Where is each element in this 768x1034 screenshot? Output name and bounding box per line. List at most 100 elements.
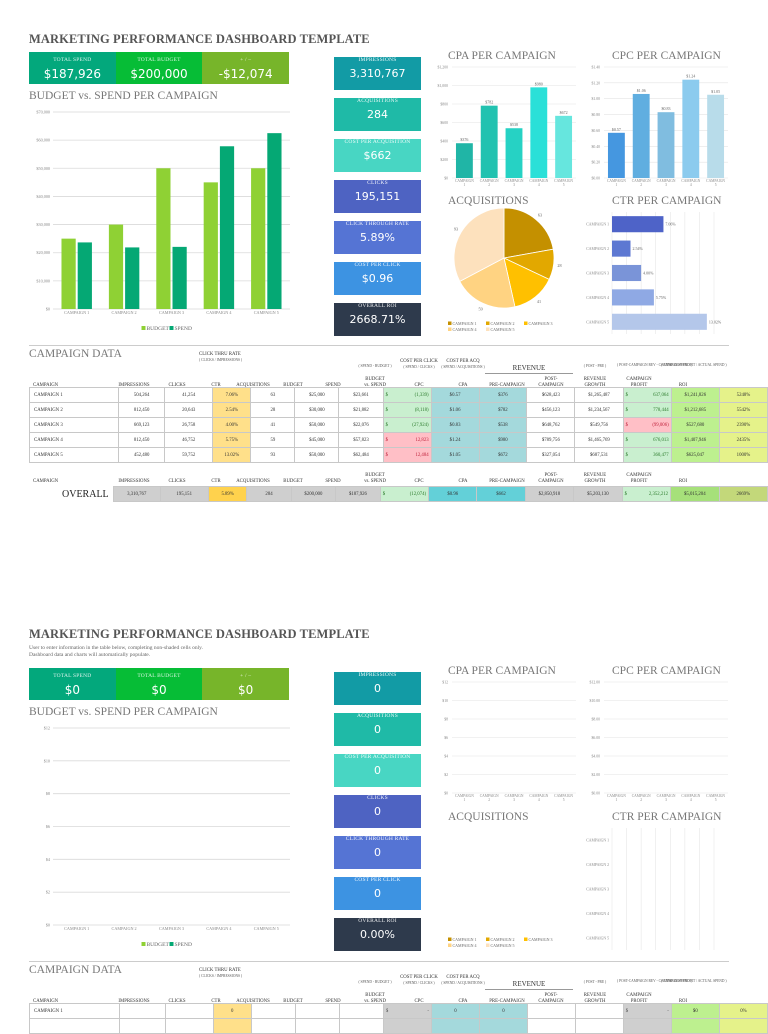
- bar: [612, 216, 664, 233]
- cell-acquisitions[interactable]: [250, 1003, 296, 1019]
- y-tick-label: $0.60: [591, 129, 600, 133]
- x-tick-label: CAMPAIGN: [554, 179, 573, 183]
- bar: [612, 264, 642, 282]
- cpc-chart: $0.00 $0.20 $0.40 $0.60 $0.80 $1.00 $1.20 $1.40…: [591, 66, 728, 187]
- tile-overall-roi: OVERALL ROI 2668.71%: [334, 303, 421, 336]
- cell-acquisitions[interactable]: [250, 1018, 296, 1034]
- cell-ctr: 0: [212, 1003, 252, 1019]
- x-tick-label: 4: [538, 183, 540, 187]
- y-tick-label: $0.00: [591, 792, 600, 796]
- cell-post-campaign[interactable]: [574, 1003, 624, 1019]
- cell-impressions[interactable]: [118, 1003, 166, 1019]
- cell-impressions[interactable]: [118, 1018, 166, 1034]
- kpi-value: -$12,074: [218, 67, 273, 81]
- cell-roi: 5542%: [718, 402, 768, 418]
- legend-swatch: [486, 937, 490, 941]
- x-tick-label: CAMPAIGN: [632, 179, 651, 183]
- cell-clicks[interactable]: [164, 1018, 214, 1034]
- cpc-group-header: COST PER CLICK: [400, 359, 438, 364]
- budget-chart-title-template: BUDGET vs. SPEND PER CAMPAIGN: [29, 706, 218, 718]
- tile-overall-roi: OVERALL ROI 0.00%: [334, 918, 421, 951]
- x-tick-label: 2: [488, 183, 490, 187]
- cell-cpc: $1.24: [430, 432, 480, 448]
- x-tick-label: 5: [563, 183, 565, 187]
- cell-spend[interactable]: [338, 1003, 384, 1019]
- column-header-post-campaign: POST- CAMPAIGN: [538, 993, 564, 1004]
- cell-cpa: [478, 1018, 528, 1034]
- cell-pre-campaign: $327,054: [526, 447, 576, 463]
- column-header-spend: SPEND: [325, 383, 341, 388]
- cell-spend[interactable]: [338, 1018, 384, 1034]
- cell-clicks[interactable]: [164, 1003, 214, 1019]
- cell-campaign[interactable]: CAMPAIGN 1: [29, 1003, 120, 1019]
- y-tick-label: $12: [442, 681, 448, 685]
- x-tick-label: 1: [616, 183, 618, 187]
- legend-label: CAMPAIGN 2: [491, 937, 515, 942]
- y-tick-label: $40,000: [36, 194, 50, 200]
- legend-label: CAMPAIGN 3: [529, 321, 553, 326]
- cell-revenue-growth: $ (99,006): [622, 417, 672, 433]
- column-header-cpa: CPA: [458, 999, 468, 1004]
- kpi-total-spend: TOTAL SPEND $187,926: [29, 52, 116, 84]
- cell-pre-campaign[interactable]: [526, 1003, 576, 1019]
- campaign-rows-template[interactable]: CAMPAIGN 1 0 $ -0 0 $ - $0 0%: [29, 1003, 768, 1034]
- kpi-total-spend: TOTAL SPEND $0: [29, 668, 116, 700]
- column-header-post-campaign: POST- CAMPAIGN: [538, 473, 564, 484]
- tile-clicks: CLICKS 195,151: [334, 180, 421, 213]
- profit-group: ( POST-CAMPAIGN REV - CAMPAIGN SPEND ): [617, 979, 692, 985]
- y-tick-label: $8.00: [591, 718, 600, 722]
- tile-cost-per-acquisition: COST PER ACQUISITION $662: [334, 139, 421, 172]
- bvs-group: ( SPEND - BUDGET ): [353, 364, 397, 370]
- cell-impressions: 669,123: [118, 417, 166, 433]
- growth-formula: ( POST - PRE ): [583, 980, 607, 984]
- y-tick-label: CAMPAIGN 1: [586, 223, 609, 227]
- column-header-campaign: CAMPAIGN: [33, 479, 59, 484]
- ctr-chart-title: CTR PER CAMPAIGN: [612, 195, 722, 207]
- y-tick-label: $0: [46, 923, 50, 928]
- cell-campaign-profit: [670, 1018, 720, 1034]
- cell-campaign[interactable]: [29, 1018, 120, 1034]
- x-tick-label: CAMPAIGN: [529, 794, 548, 798]
- cpc-group-header: COST PER CLICK: [400, 975, 438, 980]
- x-tick-label: CAMPAIGN 5: [254, 310, 279, 315]
- cell-cpc: $1.05: [430, 447, 480, 463]
- cell-pre-campaign: $628,423: [526, 387, 576, 403]
- table-row: CAMPAIGN 5 452,480 59,752 13.02% 93 $50,000 $6…: [28, 447, 768, 463]
- bar: [480, 105, 498, 178]
- legend-label: BUDGET: [147, 326, 170, 332]
- legend-label: SPEND: [175, 326, 192, 332]
- column-header-budget-vs-spend: BUDGET vs. SPEND: [364, 473, 386, 484]
- overall-campaign-profit: $5,015,204: [670, 486, 720, 502]
- cell-cpc: $1.06: [430, 402, 480, 418]
- tile-label: IMPRESSIONS: [358, 672, 397, 678]
- bar-spend: [125, 247, 140, 309]
- cell-budget[interactable]: [294, 1018, 340, 1034]
- currency-symbol: $: [385, 437, 388, 443]
- cpa-formula: ( SPEND / ACQUISITIONS ): [441, 364, 485, 369]
- table-row: CAMPAIGN 2 812,450 20,643 2.54% 28 $30,000 $21…: [28, 402, 768, 418]
- cell-revenue-growth: $778,444: [622, 402, 672, 418]
- y-tick-label: $200: [440, 158, 448, 162]
- cell-campaign: CAMPAIGN 3: [28, 417, 120, 433]
- growth-formula: ( POST - PRE ): [583, 364, 607, 368]
- cell-budget[interactable]: [294, 1003, 340, 1019]
- x-tick-label: 5: [563, 798, 565, 802]
- x-tick-label: 4: [690, 183, 692, 187]
- column-header-budget: BUDGET: [283, 383, 303, 388]
- column-header-campaign: CAMPAIGN: [33, 999, 59, 1004]
- x-tick-label: 3: [513, 798, 515, 802]
- bar: [707, 94, 725, 178]
- cell-post-campaign[interactable]: [574, 1018, 624, 1034]
- currency-symbol: $: [382, 491, 386, 497]
- overall-clicks: 195,151: [159, 486, 209, 502]
- cell-post-campaign: $1,465,769: [574, 432, 624, 448]
- cell-pre-campaign[interactable]: [526, 1018, 576, 1034]
- cell-clicks: 41,254: [164, 387, 214, 403]
- cpc-group: COST PER CLICK( SPEND / CLICKS ): [397, 359, 441, 370]
- cell-post-campaign: $1,234,567: [574, 402, 624, 418]
- bar: [657, 112, 675, 178]
- y-tick-label: $2: [46, 890, 50, 895]
- acquisitions-pie-chart: 63 28 41 59 93 CAMPAIGN 1 CAMPAIGN 2 CAMPAIGN 3…: [448, 208, 562, 332]
- bar-spend: [219, 146, 235, 309]
- x-tick-label: 3: [513, 183, 515, 187]
